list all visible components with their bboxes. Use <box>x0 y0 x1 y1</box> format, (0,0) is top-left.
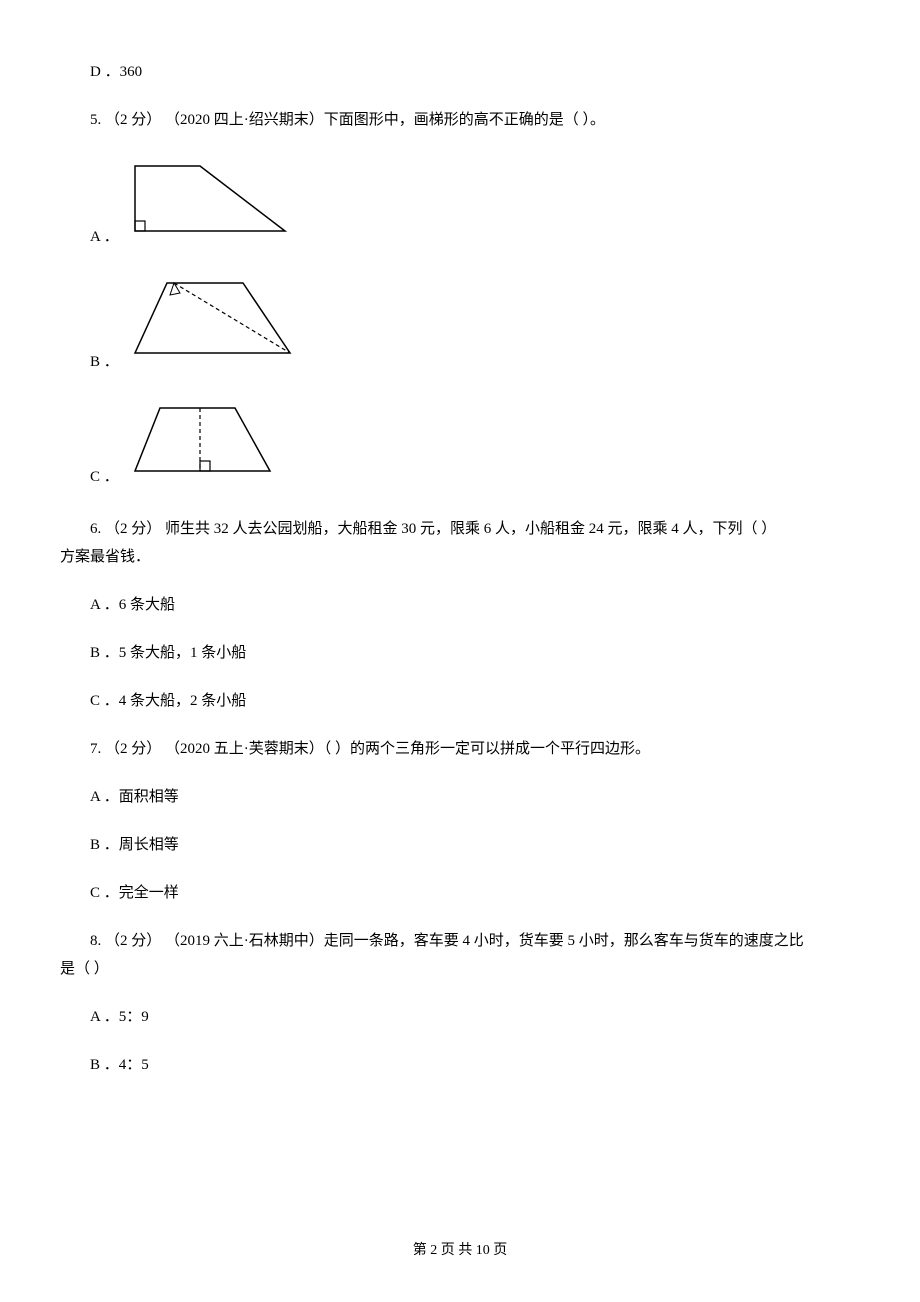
q5-text: 5. （2 分） （2020 四上·绍兴期末）下面图形中，画梯形的高不正确的是（… <box>60 108 860 132</box>
q6-text-line2: 方案最省钱． <box>60 545 860 569</box>
q5-option-c: C ． <box>60 396 860 489</box>
q5-optb-figure <box>125 271 300 374</box>
q5-optc-figure <box>125 396 280 489</box>
q7-option-c: C ．完全一样 <box>60 881 860 905</box>
q7-option-a: A ．面积相等 <box>60 785 860 809</box>
q5-optb-label: B ． <box>90 350 119 374</box>
q8-text-line2: 是（ ） <box>60 957 860 981</box>
q7-option-b: B ．周长相等 <box>60 833 860 857</box>
q8-option-b: B ．4：5 <box>60 1053 860 1077</box>
q5-optc-label: C ． <box>90 465 119 489</box>
q8-option-a: A ．5：9 <box>60 1005 860 1029</box>
q5-option-b: B ． <box>60 271 860 374</box>
q5-opta-figure <box>125 156 295 249</box>
q5-opta-label: A ． <box>90 225 119 249</box>
q6-option-b: B ．5 条大船，1 条小船 <box>60 641 860 665</box>
page-footer: 第 2 页 共 10 页 <box>0 1240 920 1262</box>
q8-text-line1: 8. （2 分） （2019 六上·石林期中）走同一条路，客车要 4 小时，货车… <box>60 929 860 953</box>
q5-option-a: A ． <box>60 156 860 249</box>
q6-option-c: C ．4 条大船，2 条小船 <box>60 689 860 713</box>
q6-text-line1: 6. （2 分） 师生共 32 人去公园划船，大船租金 30 元，限乘 6 人，… <box>60 517 860 541</box>
q7-text: 7. （2 分） （2020 五上·芙蓉期末）（ ）的两个三角形一定可以拼成一个… <box>60 737 860 761</box>
q6-option-a: A ．6 条大船 <box>60 593 860 617</box>
q4-option-d: D ．360 <box>60 60 860 84</box>
